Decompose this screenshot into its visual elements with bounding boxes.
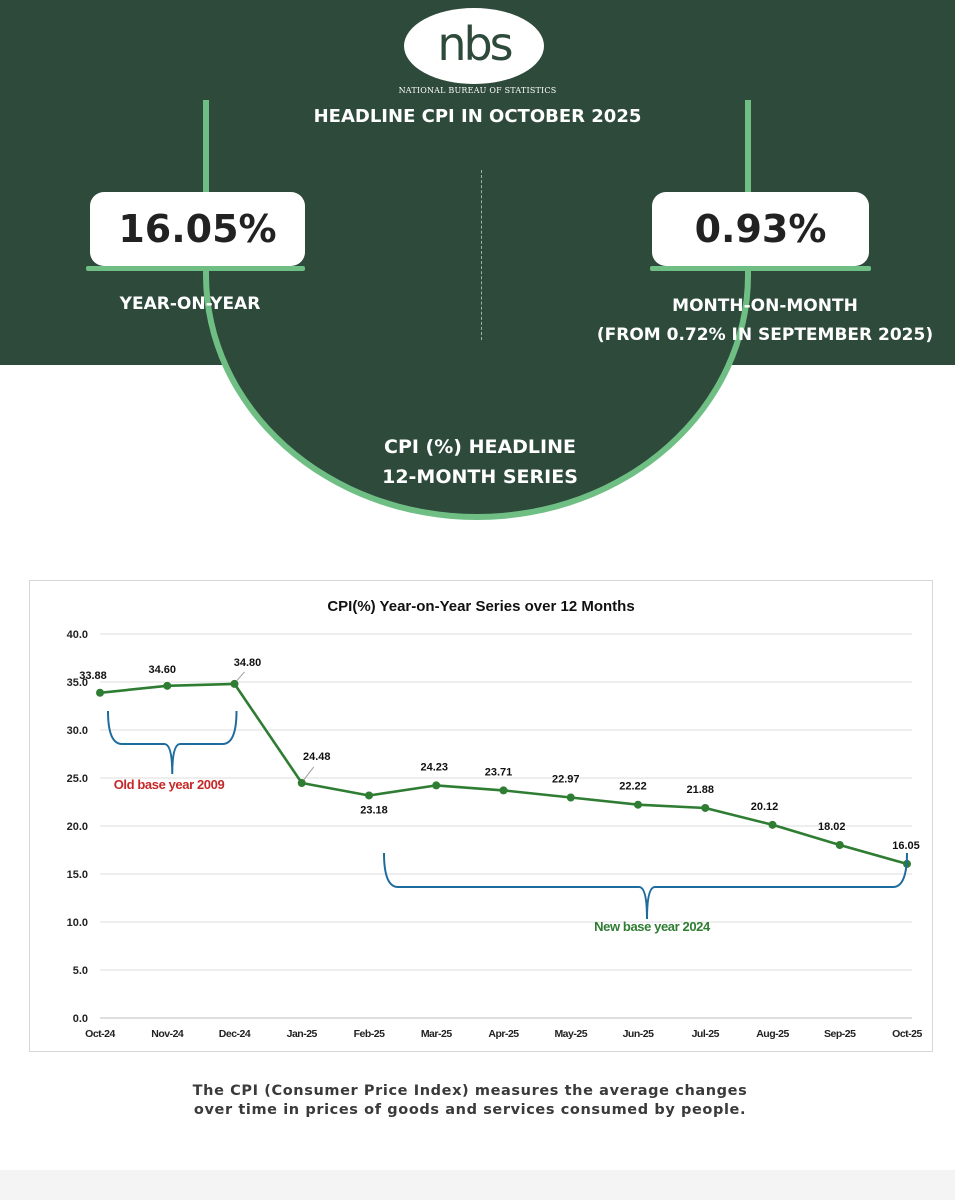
footer-line1: The CPI (Consumer Price Index) measures …	[192, 1083, 748, 1099]
x-tick-label: Sep-25	[824, 1028, 856, 1040]
new-base-bracket	[383, 852, 908, 920]
data-label: 16.05	[892, 840, 920, 852]
section-title-line1: CPI (%) HEADLINE	[384, 436, 576, 458]
x-tick-label: Nov-24	[151, 1028, 184, 1040]
data-point	[163, 681, 172, 690]
page-title: HEADLINE CPI IN OCTOBER 2025	[313, 106, 642, 127]
x-tick-label: Jun-25	[623, 1028, 655, 1040]
x-tick-label: Apr-25	[488, 1028, 519, 1040]
mom-label-block: MONTH-ON-MONTH (FROM 0.72% IN SEPTEMBER …	[585, 292, 945, 350]
x-tick-label: Feb-25	[354, 1028, 386, 1040]
data-point	[297, 778, 306, 787]
y-tick-label: 25.0	[67, 773, 88, 785]
data-label: 20.12	[751, 801, 779, 813]
stats-divider	[481, 170, 482, 340]
x-tick-label: Oct-24	[85, 1028, 115, 1040]
chart-container: CPI(%) Year-on-Year Series over 12 Month…	[29, 580, 933, 1052]
x-tick-label: Oct-25	[892, 1028, 922, 1040]
y-tick-label: 0.0	[73, 1013, 88, 1025]
data-label: 23.71	[485, 766, 513, 778]
mom-value: 0.93%	[694, 207, 827, 251]
x-tick-label: Aug-25	[756, 1028, 789, 1040]
y-tick-label: 5.0	[73, 965, 88, 977]
y-tick-label: 30.0	[67, 725, 88, 737]
data-point	[634, 800, 642, 809]
section-semicircle	[203, 100, 751, 520]
data-point	[499, 786, 508, 795]
label-leader	[236, 671, 245, 682]
mom-underline	[650, 266, 871, 271]
data-point	[566, 793, 575, 802]
data-label: 24.48	[303, 751, 331, 763]
section-title: CPI (%) HEADLINE 12-MONTH SERIES	[330, 432, 630, 492]
data-label: 33.88	[79, 670, 107, 682]
chart-title: CPI(%) Year-on-Year Series over 12 Month…	[327, 598, 634, 615]
bottom-strip	[0, 1170, 955, 1200]
y-tick-label: 40.0	[67, 629, 88, 641]
data-label: 34.80	[234, 657, 262, 669]
data-point	[365, 791, 373, 800]
data-point	[835, 841, 844, 850]
data-point	[768, 820, 777, 829]
yoy-value: 16.05%	[118, 207, 277, 251]
data-point	[432, 781, 441, 790]
footer-line2: over time in prices of goods and service…	[193, 1102, 747, 1118]
data-label: 24.23	[420, 761, 448, 773]
y-tick-label: 10.0	[67, 917, 88, 929]
mom-label: MONTH-ON-MONTH	[672, 296, 858, 316]
yoy-underline	[86, 266, 305, 271]
data-label: 18.02	[818, 821, 846, 833]
mom-sublabel: (FROM 0.72% IN SEPTEMBER 2025)	[596, 325, 934, 345]
old-base-annotation: Old base year 2009	[114, 777, 225, 792]
data-label: 34.60	[148, 664, 176, 676]
data-point	[96, 688, 104, 697]
data-point	[701, 803, 710, 812]
cpi-definition: The CPI (Consumer Price Index) measures …	[100, 1082, 840, 1120]
data-label: 21.88	[686, 784, 714, 796]
logo-text: nbs	[437, 17, 513, 71]
label-leader	[303, 766, 315, 781]
section-title-line2: 12-MONTH SERIES	[382, 466, 578, 488]
data-point	[230, 679, 239, 688]
mom-value-box: 0.93%	[652, 192, 869, 266]
yoy-value-box: 16.05%	[90, 192, 305, 266]
old-base-bracket	[107, 710, 238, 775]
org-name: NATIONAL BUREAU OF STATISTICS	[398, 86, 557, 95]
new-base-annotation: New base year 2024	[594, 919, 711, 934]
y-tick-label: 20.0	[67, 821, 88, 833]
data-label: 23.18	[360, 804, 388, 816]
data-label: 22.97	[552, 773, 580, 785]
x-tick-label: Dec-24	[219, 1028, 251, 1040]
x-tick-label: Jul-25	[692, 1028, 720, 1040]
cpi-line-chart: CPI(%) Year-on-Year Series over 12 Month…	[67, 598, 923, 1040]
x-tick-label: Jan-25	[287, 1028, 318, 1040]
x-tick-label: Mar-25	[421, 1028, 453, 1040]
y-tick-label: 35.0	[67, 677, 88, 689]
yoy-label: YEAR-ON-YEAR	[119, 294, 261, 314]
nbs-logo: nbs	[404, 8, 544, 84]
data-label: 22.22	[619, 781, 647, 793]
y-tick-label: 15.0	[67, 869, 88, 881]
x-tick-label: May-25	[554, 1028, 587, 1040]
